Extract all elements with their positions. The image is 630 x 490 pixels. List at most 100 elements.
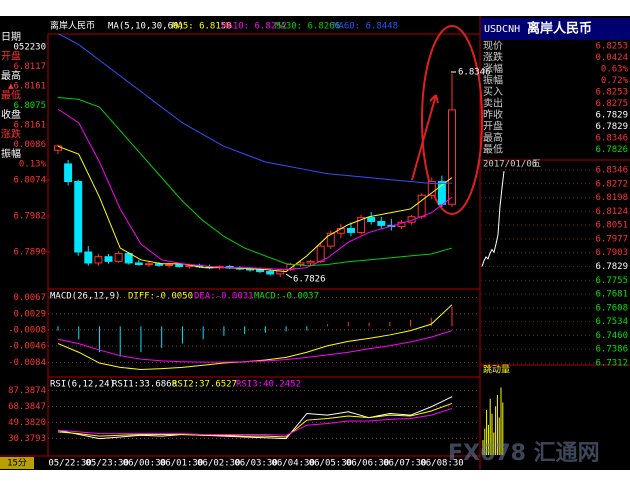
- quote-value: 6.7829: [595, 111, 628, 121]
- quote-value: 6.7826: [595, 145, 628, 155]
- quote-name: 离岸人民币: [527, 21, 592, 37]
- highlight-circle: [421, 25, 483, 215]
- x-tick-label: 06/08:30: [420, 459, 463, 469]
- y-tick-label: 6.8272: [595, 179, 628, 189]
- rsi-line: [57, 402, 453, 438]
- candle-body: [276, 269, 285, 275]
- candle-body: [94, 256, 103, 264]
- ma-line: [57, 145, 453, 273]
- rsi-line: [57, 407, 453, 436]
- ma-legend: MA10: 6.8252: [222, 22, 287, 32]
- info-value: 6.8075: [13, 101, 46, 111]
- instrument: 离岸人民币: [50, 20, 95, 32]
- y-tick-label: 6.7903: [595, 248, 628, 258]
- candle-body: [165, 264, 174, 267]
- ma-line: [57, 96, 453, 267]
- candle-body: [346, 228, 355, 233]
- indicator: MA(5,10,30,60): [108, 22, 184, 32]
- info-label: 开盘: [1, 50, 21, 63]
- ma-line: [57, 33, 453, 185]
- candle-body: [144, 263, 153, 266]
- quote-label: 振幅: [483, 74, 503, 87]
- candle-body: [175, 264, 184, 267]
- x-tick-label: 06/04:30: [272, 459, 315, 469]
- y-tick-label: 6.7608: [595, 303, 628, 313]
- candle-body: [114, 253, 123, 262]
- y-tick-label: 49.3820: [8, 418, 46, 428]
- info-value: 6.8117: [13, 62, 46, 72]
- watermark: FX678 汇通网: [448, 441, 600, 466]
- candle-body: [256, 269, 265, 273]
- annotation-arrow: [285, 273, 293, 279]
- quote-value: 6.8253: [595, 88, 628, 98]
- quote-label: 最低: [483, 143, 503, 156]
- y-tick-label: 68.3847: [8, 402, 46, 412]
- period: 15分: [7, 458, 27, 469]
- candle-body: [266, 271, 275, 275]
- macd-diff: DIFF:-0.0050: [128, 292, 193, 302]
- x-tick-label: 06/06:30: [346, 459, 389, 469]
- x-tick-label: 06/00:30: [123, 459, 166, 469]
- y-tick-label: 6.7386: [595, 345, 628, 355]
- x-tick-label: 06/03:30: [234, 459, 277, 469]
- info-label: 振幅: [1, 147, 21, 160]
- volume-title: 跳动量: [483, 364, 510, 376]
- y-tick-label: 6.8198: [595, 193, 628, 203]
- candle-body: [377, 220, 386, 226]
- period-box: [0, 457, 34, 469]
- x-tick-label: 06/02:30: [197, 459, 240, 469]
- candle-body: [427, 181, 436, 196]
- rsi-legend: RSI2:37.6527: [172, 380, 237, 390]
- info-label: 最低: [1, 89, 21, 102]
- x-tick-label: 06/01:30: [160, 459, 203, 469]
- info-value: ▲6.8161: [8, 82, 46, 92]
- quote-label: 涨跌: [483, 51, 503, 64]
- intraday-date: 2017/01/06: [483, 160, 537, 170]
- highlight-arrow: [411, 94, 439, 181]
- candle-body: [407, 216, 416, 223]
- quote-label: 买入: [483, 86, 503, 98]
- y-tick-label: -0.0084: [8, 358, 46, 368]
- symbol: USDCNH: [484, 24, 520, 35]
- x-tick-label: 06/05:30: [309, 459, 352, 469]
- rsi-legend: RSI3:40.2452: [236, 380, 301, 390]
- intraday-weekday: 五: [532, 160, 541, 170]
- ma-legend: MA60: 6.8448: [333, 22, 398, 32]
- quote-value: 6.8275: [595, 99, 628, 109]
- info-label: 日期: [1, 31, 21, 43]
- y-tick-label: 6.7460: [595, 331, 628, 341]
- macd-dea: DEA:-0.0031: [194, 292, 254, 302]
- quote-label: 开盘: [483, 120, 503, 133]
- candle-body: [64, 163, 73, 183]
- candle-body: [134, 262, 143, 266]
- y-tick-label: 6.7755: [595, 276, 628, 286]
- ma-line: [57, 108, 453, 271]
- annotation: 6.8346: [458, 68, 491, 78]
- y-tick-label: -0.0046: [8, 342, 46, 352]
- y-tick-label: 0.0067: [13, 293, 46, 303]
- x-tick-label: 06/07:30: [383, 459, 426, 469]
- macd-title: MACD(26,12,9): [50, 292, 120, 302]
- y-tick-label: 6.8074: [13, 175, 46, 185]
- candle-body: [74, 181, 83, 253]
- quote-header: [481, 18, 630, 40]
- quote-label: 最高: [483, 131, 503, 144]
- y-tick-label: 0.0029: [13, 309, 46, 319]
- quote-label: 现价: [483, 40, 503, 52]
- info-value: 0.0086: [13, 140, 46, 150]
- info-label: 最高: [1, 69, 21, 82]
- y-tick-label: 6.8124: [595, 207, 628, 217]
- info-label: 收盘: [1, 108, 21, 121]
- info-value: 6.8161: [13, 121, 46, 131]
- y-tick-label: 6.7890: [13, 247, 46, 257]
- y-tick-label: 6.7829: [595, 262, 628, 272]
- candle-body: [104, 256, 113, 262]
- info-value: 0.13%: [19, 160, 47, 170]
- macd-value: MACD:-0.0037: [254, 292, 319, 302]
- quote-value: 6.8346: [595, 134, 628, 144]
- y-tick-label: -0.0008: [8, 325, 46, 335]
- y-tick-label: 6.7681: [595, 290, 628, 300]
- candle-body: [367, 217, 376, 222]
- candle-body: [306, 260, 315, 264]
- y-tick-label: 30.3793: [8, 434, 46, 444]
